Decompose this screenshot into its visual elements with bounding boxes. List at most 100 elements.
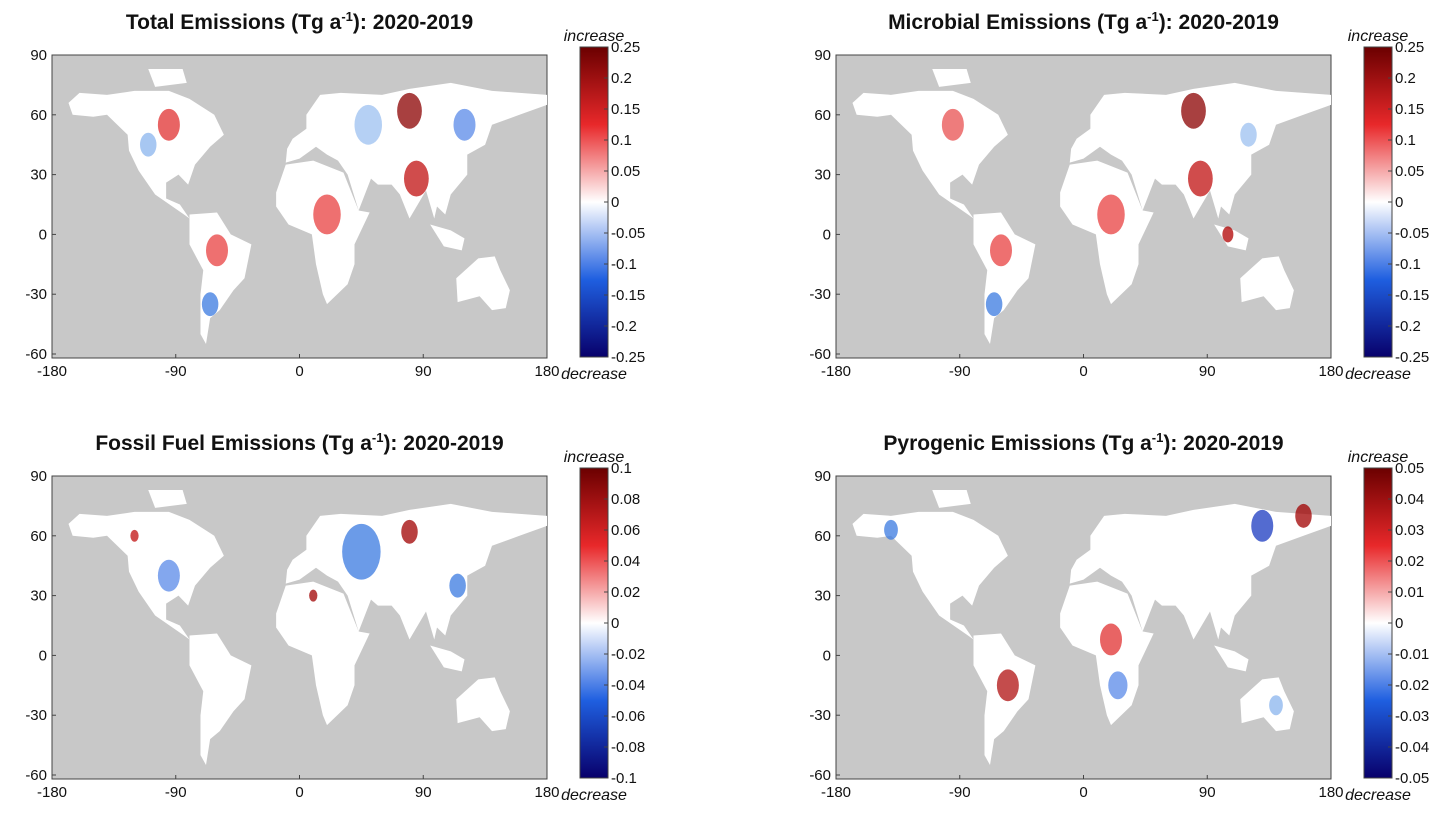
y-tick-label: 30 — [30, 588, 47, 605]
title-text: Microbial Emissions (Tg a — [888, 11, 1147, 34]
y-tick-label: -30 — [25, 286, 47, 303]
colorbar-low-label: decrease — [1345, 366, 1411, 383]
anomaly — [206, 234, 228, 266]
colorbar-low-label: decrease — [1345, 787, 1411, 804]
colorbar-tick-label: 0 — [611, 194, 619, 211]
title-text: Pyrogenic Emissions (Tg a — [883, 432, 1152, 455]
panel-title: Fossil Fuel Emissions (Tg a-1): 2020-201… — [95, 430, 503, 455]
colorbar-tick-label: -0.06 — [611, 708, 645, 725]
x-tick-label: 0 — [295, 363, 303, 380]
colorbar-tick-label: -0.04 — [611, 677, 645, 694]
x-tick-label: -180 — [821, 363, 851, 380]
colorbar-tick-label: -0.2 — [611, 318, 637, 335]
colorbar-tick-label: 0.01 — [1395, 584, 1424, 601]
y-tick-label: 90 — [30, 468, 47, 485]
title-text: Fossil Fuel Emissions (Tg a — [95, 432, 372, 455]
anomaly — [1181, 93, 1206, 129]
y-tick-label: 30 — [30, 167, 47, 184]
colorbar-high-label: increase — [1348, 449, 1409, 466]
x-tick-label: -180 — [37, 784, 67, 801]
figure: Total Emissions (Tg a-1): 2020-2019-180-… — [0, 0, 1452, 809]
anomaly — [1251, 510, 1273, 542]
colorbar-tick-label: 0.05 — [1395, 163, 1424, 180]
colorbar-tick-label: -0.08 — [611, 739, 645, 756]
anomaly — [997, 669, 1019, 701]
colorbar-tick-label: -0.01 — [1395, 646, 1429, 663]
colorbar-tick-label: 0.1 — [1395, 132, 1416, 149]
colorbar-tick-label: 0.15 — [611, 101, 640, 118]
colorbar-tick-label: 0.02 — [1395, 553, 1424, 570]
colorbar-tick-label: -0.05 — [1395, 770, 1429, 787]
colorbar-tick-label: 0.04 — [1395, 491, 1424, 508]
colorbar-tick-label: 0 — [611, 615, 619, 632]
anomaly — [884, 520, 898, 540]
colorbar — [1364, 47, 1392, 357]
title-text: Total Emissions (Tg a — [126, 11, 342, 34]
y-tick-label: 0 — [39, 226, 47, 243]
x-tick-label: 180 — [534, 784, 559, 801]
y-tick-label: 30 — [814, 588, 831, 605]
map-panel: Total Emissions (Tg a-1): 2020-2019-180-… — [25, 9, 645, 383]
x-tick-label: 180 — [1318, 784, 1343, 801]
x-tick-label: 0 — [295, 784, 303, 801]
colorbar-tick-label: -0.25 — [1395, 349, 1429, 366]
anomaly — [449, 574, 466, 598]
title-superscript: -1 — [1147, 9, 1159, 24]
colorbar-tick-label: -0.04 — [1395, 739, 1429, 756]
y-tick-label: -60 — [25, 346, 47, 363]
x-tick-label: -90 — [949, 784, 971, 801]
colorbar-tick-label: 0.2 — [1395, 70, 1416, 87]
anomaly — [1222, 226, 1233, 242]
colorbar-low-label: decrease — [561, 787, 627, 804]
anomaly — [1097, 195, 1125, 235]
anomaly — [397, 93, 422, 129]
y-tick-label: -60 — [25, 767, 47, 784]
x-tick-label: 180 — [1318, 363, 1343, 380]
x-tick-label: -90 — [949, 363, 971, 380]
anomaly — [140, 133, 157, 157]
anomaly — [130, 530, 138, 542]
anomaly — [313, 195, 341, 235]
anomaly — [1269, 695, 1283, 715]
colorbar-tick-label: 0.04 — [611, 553, 640, 570]
anomaly — [1108, 671, 1127, 699]
colorbar-tick-label: -0.1 — [611, 256, 637, 273]
map-panel: Microbial Emissions (Tg a-1): 2020-2019-… — [809, 9, 1429, 383]
y-tick-label: -30 — [809, 707, 831, 724]
title-superscript: -1 — [1152, 430, 1164, 445]
colorbar-tick-label: 0.1 — [611, 132, 632, 149]
colorbar — [580, 468, 608, 778]
x-tick-label: 0 — [1079, 784, 1087, 801]
colorbar-tick-label: 0 — [1395, 194, 1403, 211]
anomaly — [1295, 504, 1312, 528]
y-tick-label: 60 — [30, 107, 47, 124]
colorbar-tick-label: 0.05 — [611, 163, 640, 180]
y-tick-label: 60 — [814, 528, 831, 545]
colorbar-tick-label: 0.03 — [1395, 522, 1424, 539]
x-tick-label: 0 — [1079, 363, 1087, 380]
anomaly — [401, 520, 418, 544]
colorbar-tick-label: -0.15 — [611, 287, 645, 304]
colorbar-tick-label: -0.03 — [1395, 708, 1429, 725]
colorbar-tick-label: -0.1 — [1395, 256, 1421, 273]
colorbar-tick-label: -0.05 — [611, 225, 645, 242]
anomaly — [942, 109, 964, 141]
y-tick-label: 0 — [39, 647, 47, 664]
y-tick-label: 60 — [814, 107, 831, 124]
title-superscript: -1 — [372, 430, 384, 445]
colorbar — [1364, 468, 1392, 778]
anomaly — [1188, 161, 1213, 197]
colorbar-tick-label: -0.02 — [611, 646, 645, 663]
colorbar-tick-label: 0.2 — [611, 70, 632, 87]
x-tick-label: -90 — [165, 363, 187, 380]
y-tick-label: 0 — [823, 647, 831, 664]
colorbar-low-label: decrease — [561, 366, 627, 383]
panel-title: Pyrogenic Emissions (Tg a-1): 2020-2019 — [883, 430, 1283, 455]
x-tick-label: -90 — [165, 784, 187, 801]
colorbar-tick-label: 0 — [1395, 615, 1403, 632]
title-suffix: ): 2020-2019 — [353, 11, 473, 34]
colorbar — [580, 47, 608, 357]
y-tick-label: 90 — [814, 47, 831, 64]
panel-title: Microbial Emissions (Tg a-1): 2020-2019 — [888, 9, 1279, 34]
x-tick-label: 90 — [1199, 363, 1216, 380]
